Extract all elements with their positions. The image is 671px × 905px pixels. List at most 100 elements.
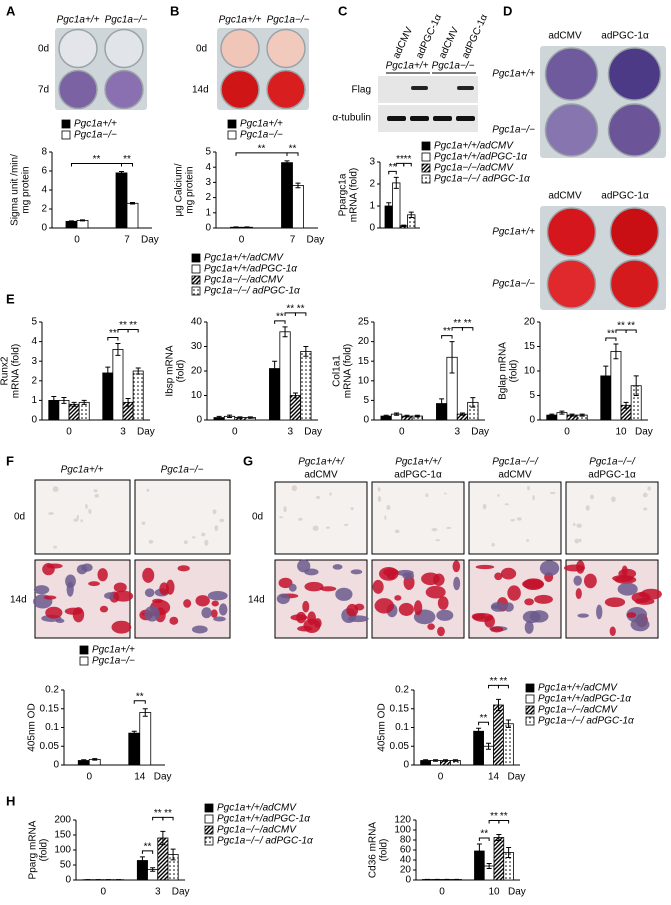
stain — [88, 581, 100, 586]
stain — [213, 616, 226, 621]
y-axis-label: Cd36 mRNA — [368, 822, 379, 878]
bar — [290, 396, 300, 421]
stain — [643, 508, 647, 511]
stain — [145, 588, 155, 597]
bar — [494, 838, 504, 881]
y-tick-label: 2 — [205, 192, 211, 203]
legend-swatch — [228, 120, 236, 128]
group-label: Pgc1a−/− — [432, 61, 475, 72]
stain — [378, 496, 381, 502]
well — [267, 30, 305, 68]
group-label: Pgc1a+/+ — [386, 61, 429, 72]
x-axis-label: Day — [508, 887, 526, 898]
stain — [611, 496, 616, 502]
bar — [66, 221, 77, 228]
stain — [212, 601, 219, 607]
column-label: Pgc1a+/+ — [219, 15, 262, 26]
stain — [425, 493, 428, 497]
y-axis-label: Ppargc1a — [338, 173, 349, 216]
stain — [576, 524, 581, 528]
stain — [307, 611, 316, 625]
row-label: 0d — [38, 44, 49, 55]
column-label: Pgc1a−/− — [105, 15, 148, 26]
stain — [201, 533, 205, 537]
error-bar — [234, 227, 239, 228]
stain — [435, 539, 440, 541]
panel-letter: G — [243, 453, 253, 468]
column-label: adCMV — [304, 470, 338, 481]
row-label: 0d — [196, 44, 207, 55]
column-label: adPGC-1α — [394, 470, 442, 481]
error-bar — [69, 221, 74, 222]
lane-label: adCMV — [391, 25, 415, 60]
band — [411, 86, 428, 90]
bar — [494, 705, 504, 765]
stain — [214, 525, 218, 531]
stain — [213, 509, 217, 514]
column-label: adCMV — [548, 191, 582, 202]
legend-label: Pgc1a+/+/adPGC-1α — [217, 814, 310, 825]
band — [456, 116, 475, 121]
bar — [474, 731, 484, 765]
legend-label: Pgc1a−/− — [74, 130, 117, 141]
x-axis-label: Day — [137, 427, 155, 438]
y-tick-label: 120 — [394, 815, 411, 826]
stain — [534, 595, 553, 604]
legend-swatch — [62, 131, 70, 139]
stain — [522, 579, 544, 589]
legend-swatch — [192, 287, 200, 295]
significance-label: ** — [404, 154, 412, 165]
row-label: 7d — [38, 85, 49, 96]
stain — [183, 599, 191, 608]
stain — [65, 574, 76, 587]
y-axis-label: mg protein — [21, 166, 32, 213]
stain — [95, 494, 99, 498]
stain — [283, 506, 286, 512]
x-tick-label: 14 — [134, 772, 146, 783]
x-tick-label: 0 — [564, 427, 570, 438]
well — [105, 30, 143, 68]
y-tick-label: 20 — [524, 317, 536, 328]
bar — [293, 185, 304, 228]
stain — [354, 604, 364, 611]
significance-label: ** — [123, 154, 131, 165]
x-tick-label: 0 — [86, 772, 92, 783]
stain — [378, 487, 381, 491]
error-bar — [80, 220, 85, 221]
stain — [98, 568, 108, 581]
significance-label: ** — [500, 811, 508, 822]
column-label: Pgc1a+/+/ — [395, 457, 442, 468]
legend-swatch — [192, 254, 200, 262]
stain — [147, 489, 150, 492]
bar — [503, 724, 513, 765]
y-axis-label: Col1a1 — [332, 355, 343, 387]
x-axis-label: Day — [307, 235, 325, 246]
stain — [333, 564, 343, 569]
stain — [304, 569, 318, 576]
bar — [127, 203, 138, 228]
well — [548, 260, 596, 308]
column-label: adCMV — [498, 470, 532, 481]
significance-label: ** — [500, 676, 508, 687]
band — [387, 116, 406, 121]
stain — [394, 595, 401, 600]
legend-label: Pgc1a−/−/ adPGC-1α — [434, 174, 530, 185]
y-tick-label: 0 — [65, 875, 71, 886]
stain — [397, 570, 414, 576]
column-label: adPGC-1α — [601, 31, 649, 42]
legend-label: Pgc1a+/+/adPGC-1α — [204, 264, 297, 275]
stain — [192, 625, 208, 633]
y-tick-label: 200 — [54, 815, 71, 826]
y-axis-label: (fold) — [39, 839, 50, 862]
column-label: adCMV — [548, 31, 582, 42]
band — [410, 116, 429, 121]
stain — [279, 516, 283, 518]
y-tick-label: 6 — [41, 166, 47, 177]
stain — [453, 577, 460, 590]
stain — [436, 610, 453, 621]
legend-swatch — [205, 804, 213, 812]
bar — [140, 713, 151, 766]
legend-swatch — [526, 684, 534, 692]
stain — [527, 486, 530, 490]
stain — [532, 495, 535, 500]
